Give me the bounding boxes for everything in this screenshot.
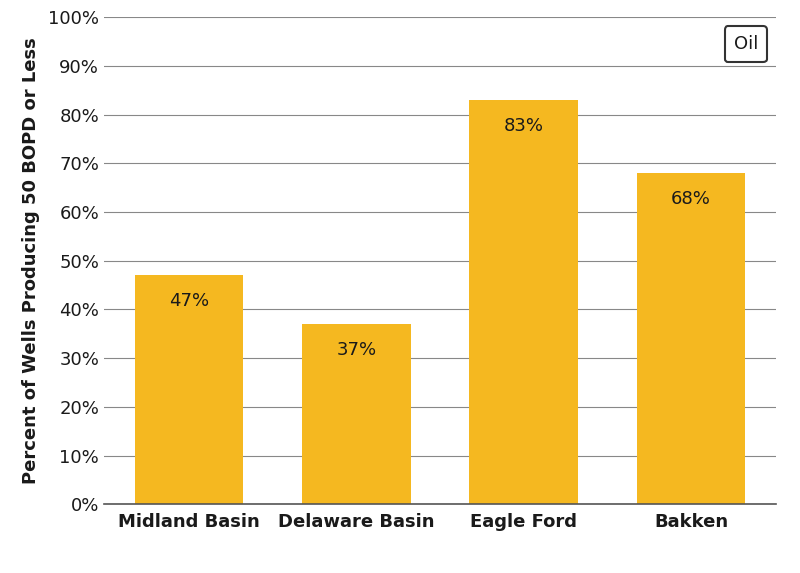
Bar (470, 100, 578, 504)
Y-axis label: Percent of Wells Producing 50 BOPD or Less: Percent of Wells Producing 50 BOPD or Le… (22, 37, 40, 484)
Text: 47%: 47% (169, 292, 209, 311)
Text: 68%: 68% (671, 190, 711, 208)
Text: 83%: 83% (504, 117, 544, 135)
Bar (302, 324, 410, 504)
Bar (637, 173, 746, 504)
Bar (134, 276, 243, 504)
Text: 37%: 37% (336, 341, 376, 359)
Legend: Oil: Oil (725, 26, 767, 62)
